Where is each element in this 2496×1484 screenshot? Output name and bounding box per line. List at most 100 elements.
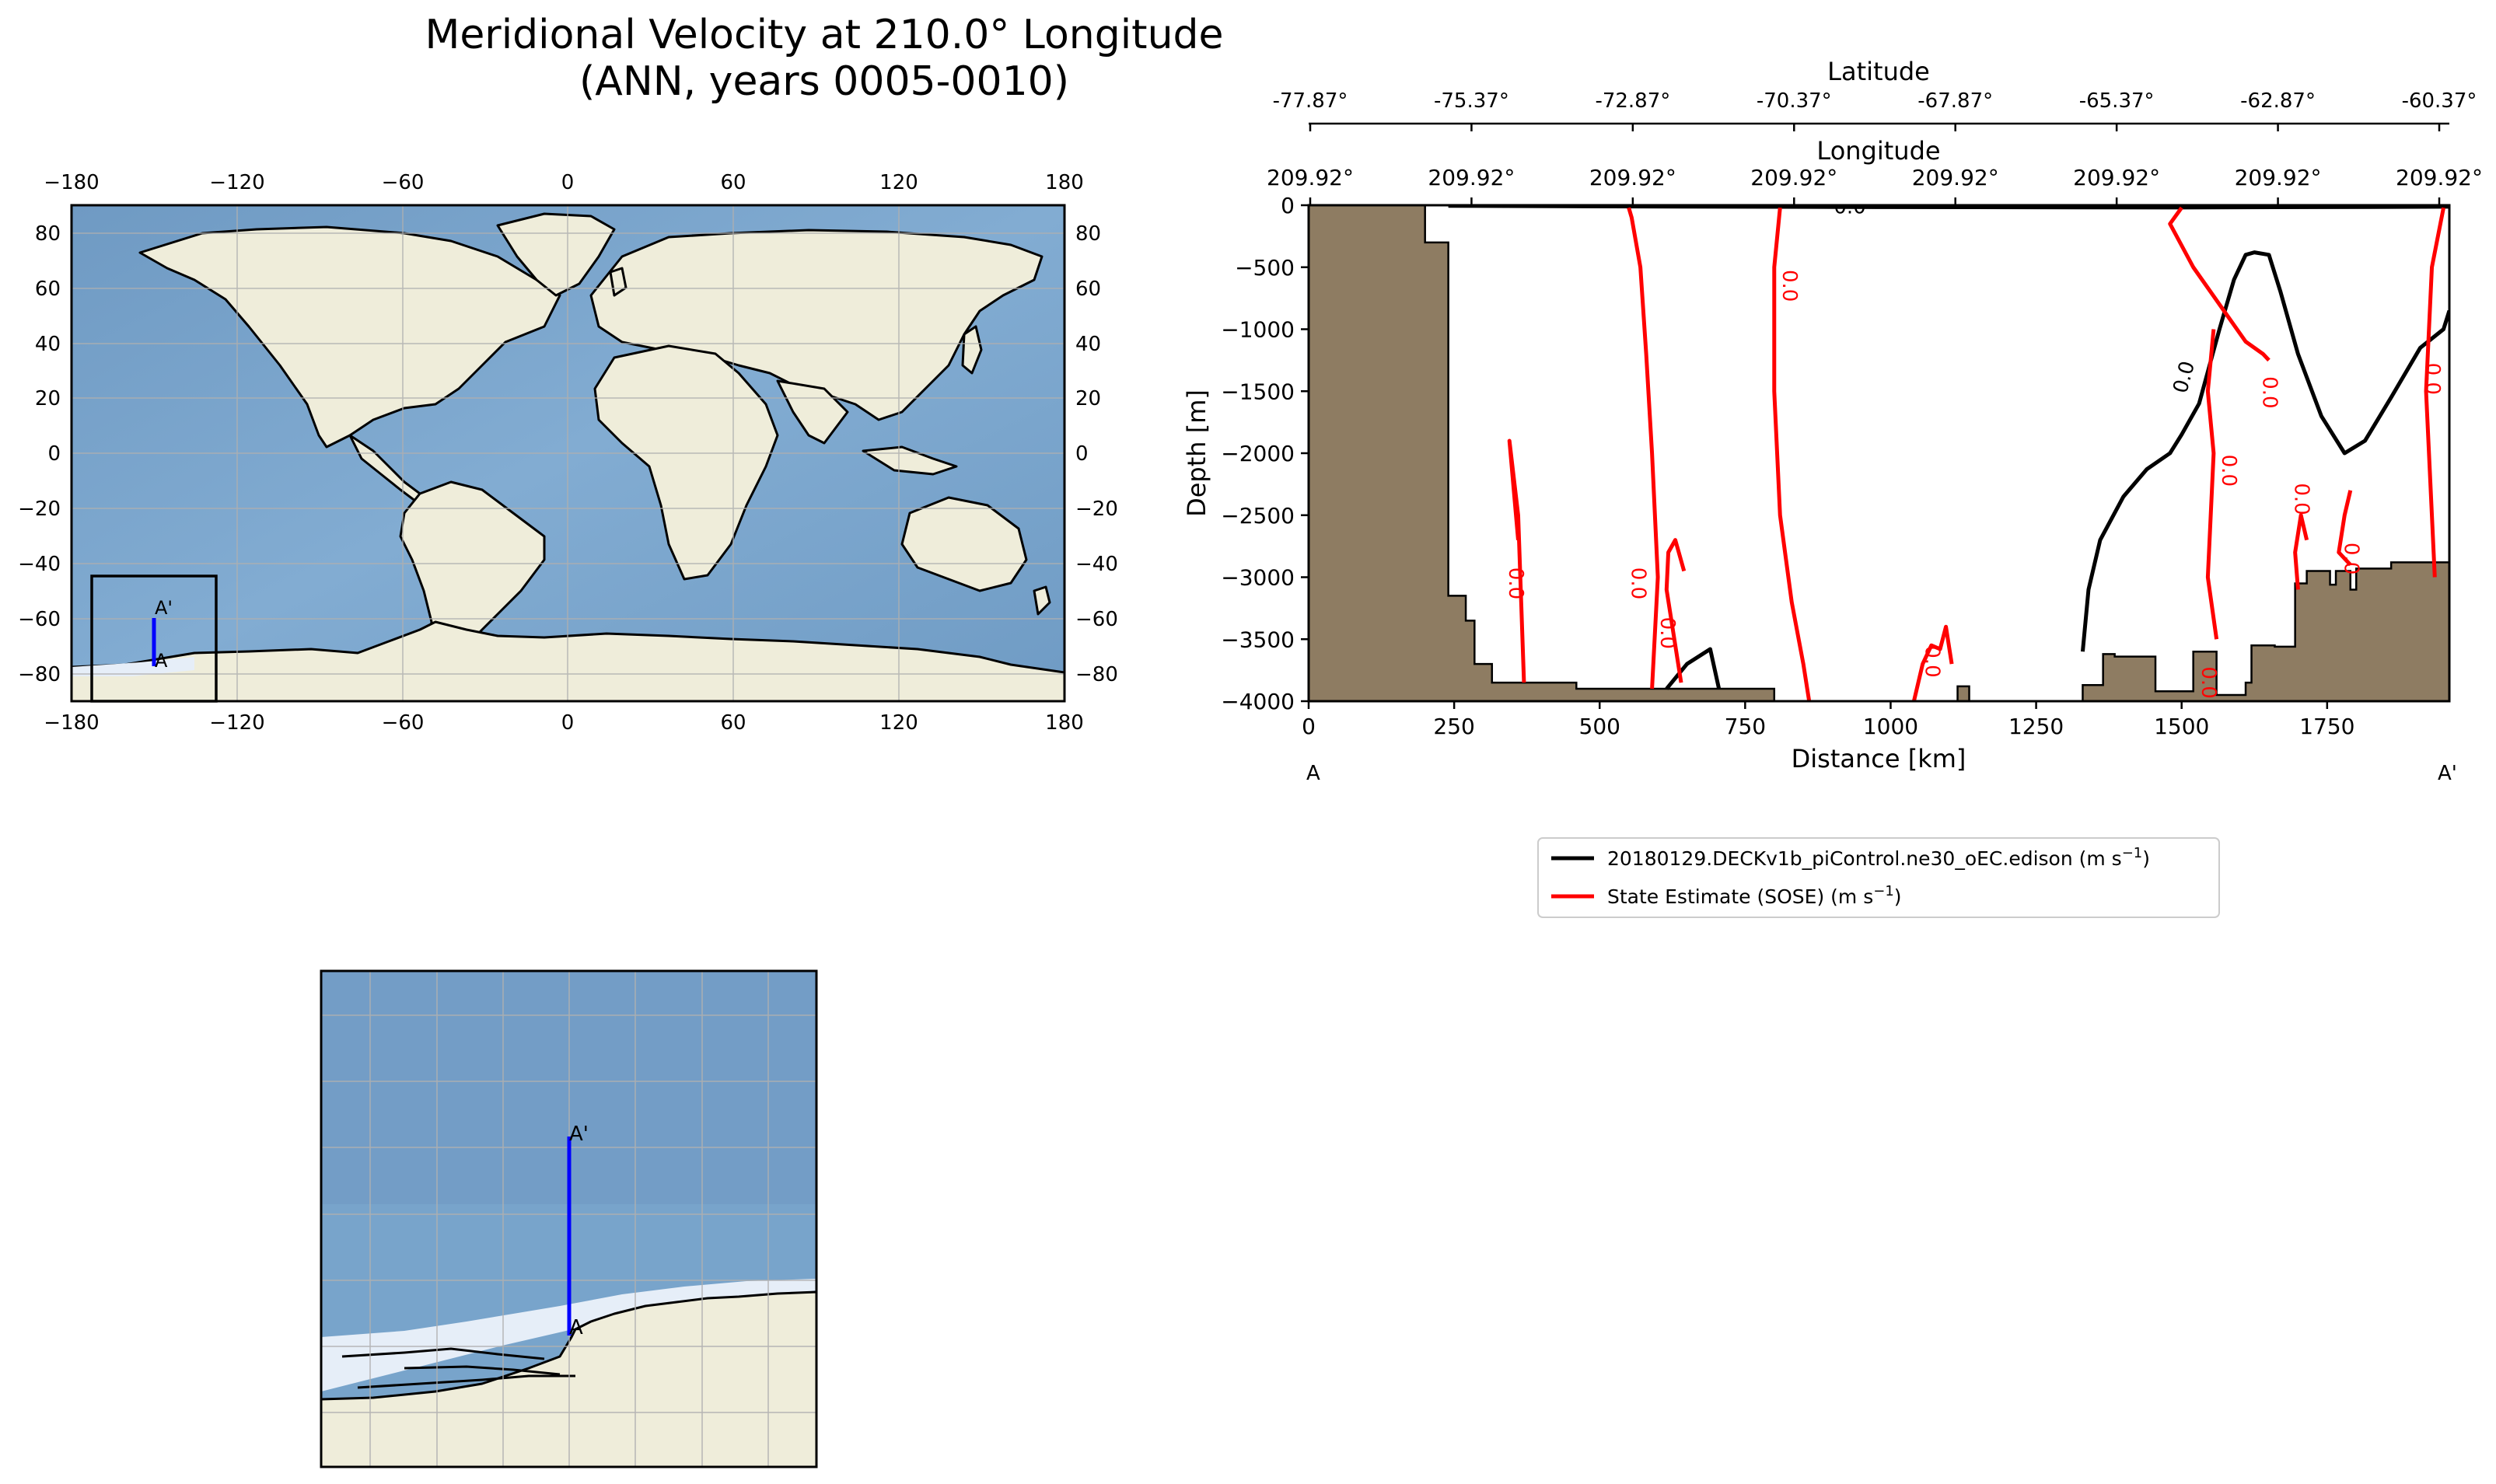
obs-contour-label: 0.0 bbox=[2257, 376, 2281, 408]
world-ytick-left: 80 bbox=[35, 222, 61, 246]
latitude-tick-label: -62.87° bbox=[2240, 89, 2316, 113]
y-tick-label: −3500 bbox=[1221, 627, 1295, 652]
longitude-tick-label: 209.92° bbox=[1267, 165, 1354, 190]
zoom-transect-end-label: A' bbox=[569, 1123, 589, 1146]
latitude-tick-label: -65.37° bbox=[2079, 89, 2155, 113]
world-xtick-top: −120 bbox=[209, 171, 264, 194]
world-ytick-right: −60 bbox=[1075, 608, 1118, 631]
y-tick-label: −1000 bbox=[1221, 317, 1295, 343]
world-xtick-top: 60 bbox=[720, 171, 746, 194]
world-map: A' A −180 −120 −60 0 60 120 180 −180 −12… bbox=[18, 171, 1118, 735]
world-xtick-top: 120 bbox=[879, 171, 918, 194]
obs-contour-label: 0.0 bbox=[2421, 363, 2444, 395]
x-tick-label: 0 bbox=[1302, 714, 1316, 739]
latitude-tick-label: -70.37° bbox=[1757, 89, 1832, 113]
world-ytick-left: 60 bbox=[35, 278, 61, 301]
obs-contour-line bbox=[1772, 207, 1812, 701]
x-tick-label: 500 bbox=[1579, 714, 1620, 739]
zoom-map: A' A bbox=[320, 969, 818, 1468]
latitude-tick-label: -77.87° bbox=[1273, 89, 1348, 113]
y-tick-label: −3000 bbox=[1221, 565, 1295, 591]
longitude-tick-label: 209.92° bbox=[2073, 165, 2160, 190]
world-ytick-right: −20 bbox=[1075, 498, 1118, 521]
obs-contour-line bbox=[1627, 207, 1660, 690]
model-contour-line bbox=[2080, 250, 2449, 652]
north-america bbox=[138, 225, 561, 449]
section-endpoint-right: A' bbox=[2438, 762, 2457, 785]
y-tick-label: −1500 bbox=[1221, 379, 1295, 404]
obs-contour-label: 0.0 bbox=[1655, 617, 1679, 649]
figure-title-line1: Meridional Velocity at 210.0° Longitude bbox=[425, 12, 1223, 58]
world-ytick-right: −80 bbox=[1075, 663, 1118, 686]
legend-obs-unit-sup: −1 bbox=[1873, 883, 1894, 899]
model-contour-line bbox=[1665, 647, 1722, 690]
world-xtick-top: 180 bbox=[1045, 171, 1084, 194]
world-ytick-left: −60 bbox=[18, 608, 61, 631]
latitude-tick-label: -72.87° bbox=[1595, 89, 1670, 113]
world-transect-end-label: A' bbox=[155, 597, 173, 619]
world-frame bbox=[70, 204, 1066, 703]
world-ytick-right: 20 bbox=[1075, 387, 1101, 410]
africa bbox=[593, 344, 779, 581]
figure-title-line2: (ANN, years 0005-0010) bbox=[579, 58, 1069, 105]
x-tick-label: 1500 bbox=[2154, 714, 2209, 739]
y-tick-label: −2500 bbox=[1221, 503, 1295, 529]
obs-contour-label: 0.0 bbox=[1778, 270, 1801, 302]
legend-model-unit-close: ) bbox=[2142, 847, 2150, 870]
obs-contour-line bbox=[1507, 438, 1526, 683]
world-xticks: −180 −120 −60 0 60 120 180 −180 −120 −60… bbox=[44, 171, 1084, 735]
world-ytick-left: −20 bbox=[18, 498, 61, 521]
japan bbox=[961, 325, 983, 375]
y-tick-label: −4000 bbox=[1221, 689, 1295, 714]
model-contour-label: 0.0 bbox=[1834, 196, 1865, 219]
obs-contour-line bbox=[1911, 624, 1954, 701]
world-ytick-right: −40 bbox=[1075, 553, 1118, 576]
world-yticks-right: 80 60 40 20 0 −20 −40 −60 −80 bbox=[1075, 222, 1118, 686]
world-gridlines bbox=[72, 205, 1064, 701]
x-tick-label: 250 bbox=[1433, 714, 1474, 739]
obs-contour-label: 0.0 bbox=[2339, 543, 2362, 574]
obs-contour-line bbox=[1664, 538, 1687, 683]
latitude-tick-label: -60.37° bbox=[2402, 89, 2477, 113]
section-xlabel: Distance [km] bbox=[1792, 744, 1966, 773]
legend-model-unit-sup: −1 bbox=[2122, 845, 2143, 861]
section-background bbox=[1309, 205, 2449, 701]
world-xtick-bottom: −180 bbox=[44, 711, 99, 735]
world-ytick-right: 80 bbox=[1075, 222, 1101, 246]
x-tick-label: 1250 bbox=[2008, 714, 2064, 739]
section-ylabel: Depth [m] bbox=[1182, 389, 1211, 517]
zoom-transect-start-label: A bbox=[569, 1316, 583, 1339]
legend: 20180129.DECKv1b_piControl.ne30_oEC.edis… bbox=[1537, 837, 2220, 918]
zoom-frame bbox=[320, 969, 818, 1468]
world-ytick-left: −80 bbox=[18, 663, 61, 686]
legend-model-label: 20180129.DECKv1b_piControl.ne30_oEC.edis… bbox=[1607, 845, 2150, 870]
new-zealand bbox=[1033, 585, 1051, 616]
sea-ice bbox=[72, 657, 194, 676]
world-ytick-right: 60 bbox=[1075, 278, 1101, 301]
world-ytick-left: −40 bbox=[18, 553, 61, 576]
world-xtick-bottom: 180 bbox=[1045, 711, 1084, 735]
longitude-tick-label: 209.92° bbox=[1589, 165, 1676, 190]
obs-contour-label: 0.0 bbox=[1504, 567, 1527, 599]
world-xtick-top: −60 bbox=[382, 171, 425, 194]
world-ytick-left: 0 bbox=[47, 442, 61, 466]
section-endpoint-left: A bbox=[1306, 762, 1320, 785]
longitude-tick-label: 209.92° bbox=[1428, 165, 1515, 190]
x-tick-label: 1000 bbox=[1863, 714, 1918, 739]
world-xtick-bottom: −60 bbox=[382, 711, 425, 735]
y-tick-label: −500 bbox=[1235, 255, 1295, 281]
x-tick-label: 1750 bbox=[2299, 714, 2354, 739]
india bbox=[776, 379, 849, 445]
world-xtick-bottom: 60 bbox=[720, 711, 746, 735]
world-ytick-left: 40 bbox=[35, 333, 61, 356]
section-plot: 0.00.0 0.00.00.00.00.00.0 0.00.00.00.00.0 … bbox=[1182, 57, 2483, 785]
longitude-tick-label: 209.92° bbox=[1750, 165, 1837, 190]
latitude-tick-label: -75.37° bbox=[1434, 89, 1509, 113]
y-tick-label: −2000 bbox=[1221, 441, 1295, 466]
obs-contour-label: 0.0 bbox=[1626, 567, 1649, 599]
world-transect-start-label: A bbox=[155, 650, 168, 672]
world-xtick-bottom: −120 bbox=[209, 711, 264, 735]
obs-contour-label: 0.0 bbox=[2217, 455, 2240, 487]
legend-box bbox=[1537, 837, 2220, 918]
obs-contour-line bbox=[2293, 513, 2309, 590]
